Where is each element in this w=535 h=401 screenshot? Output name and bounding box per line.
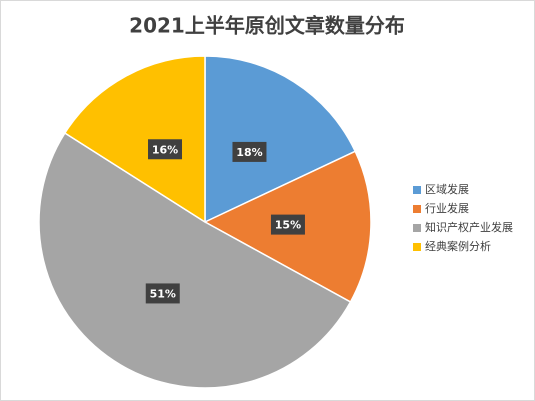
data-label-box [145, 283, 180, 304]
data-label: 16% [152, 143, 178, 156]
pie-slice [63, 55, 206, 224]
data-label-box [148, 139, 183, 160]
legend-label: 行业发展 [425, 201, 469, 215]
legend-label: 区域发展 [425, 182, 469, 196]
legend-label: 经典案例分析 [425, 239, 491, 253]
legend-swatch [413, 224, 421, 232]
data-label-box [270, 214, 305, 235]
legend-swatch [413, 205, 421, 213]
pie-slice [38, 132, 352, 389]
legend-swatch [413, 186, 421, 194]
data-label: 51% [150, 287, 176, 300]
legend-label: 知识产权产业发展 [425, 220, 513, 234]
chart-title: 2021上半年原创文章数量分布 [129, 14, 405, 38]
data-label: 18% [236, 146, 262, 159]
data-label-box [232, 141, 267, 162]
pie-slice [204, 55, 357, 224]
legend-swatch [413, 243, 421, 251]
data-label: 15% [275, 219, 301, 232]
